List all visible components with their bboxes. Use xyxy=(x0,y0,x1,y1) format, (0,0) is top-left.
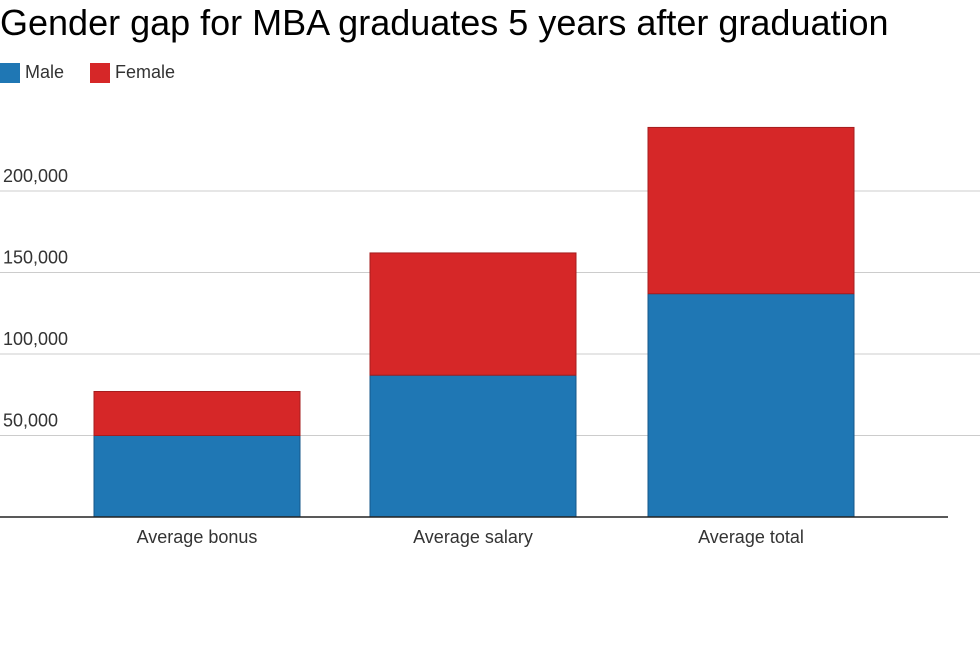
bar-male-2 xyxy=(369,374,577,518)
legend-swatch-male xyxy=(0,62,20,83)
x-tick-label: Average salary xyxy=(413,527,533,547)
legend-item-male: Male xyxy=(0,62,64,83)
y-tick-label: 100,000 xyxy=(3,329,68,349)
legend-swatch-female xyxy=(90,62,111,83)
bar-female-3 xyxy=(647,126,855,295)
y-tick-label: 150,000 xyxy=(3,248,68,268)
legend-item-female: Female xyxy=(90,62,175,83)
bar-male-1 xyxy=(93,435,301,518)
x-tick-label: Average total xyxy=(698,527,804,547)
legend-label-male: Male xyxy=(25,62,65,82)
x-tick-label: Average bonus xyxy=(137,527,258,547)
bar-male-3 xyxy=(647,293,855,518)
y-tick-label: 200,000 xyxy=(3,166,68,186)
legend-label-female: Female xyxy=(115,62,176,82)
bar-female-2 xyxy=(369,252,577,376)
y-tick-label: 50,000 xyxy=(3,411,58,431)
legend: Male Female xyxy=(0,62,201,83)
chart-title: Gender gap for MBA graduates 5 years aft… xyxy=(0,2,889,43)
bar-female-1 xyxy=(93,390,301,436)
